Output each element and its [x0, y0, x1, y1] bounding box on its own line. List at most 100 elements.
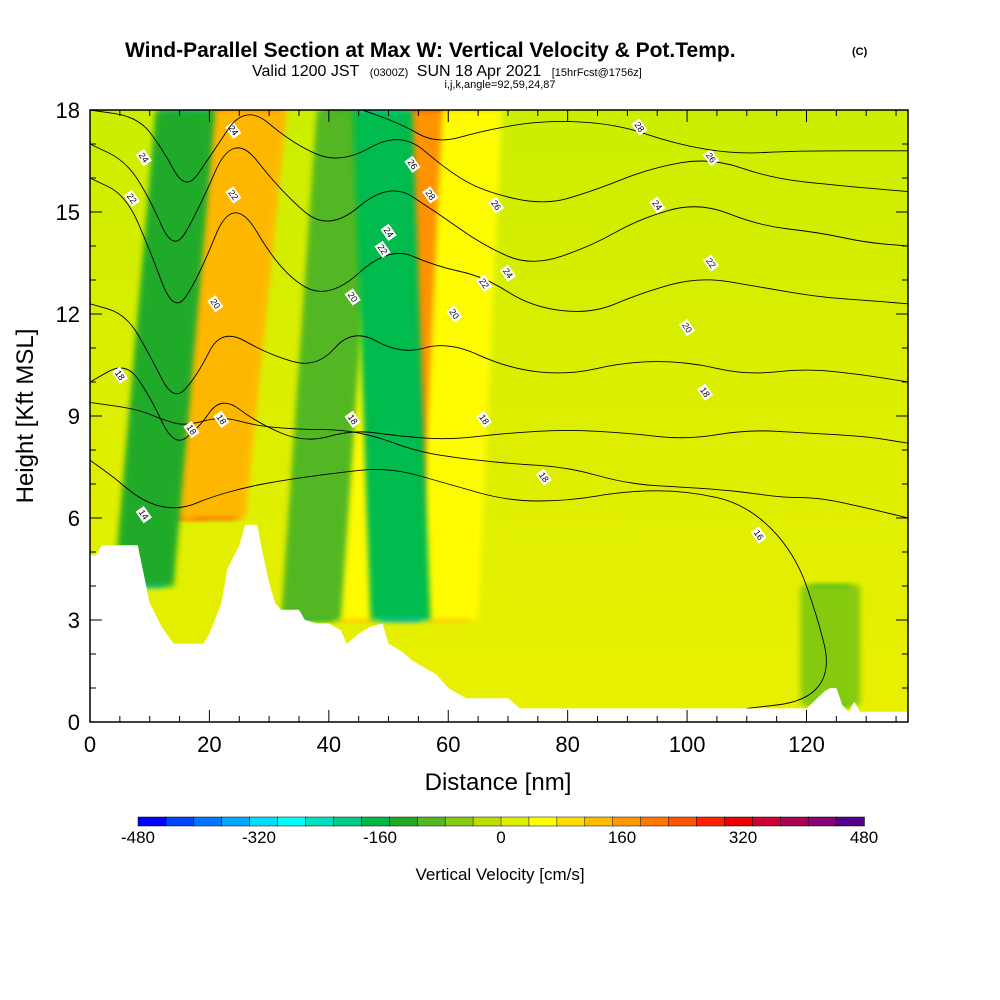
colorbar-swatch-18: [640, 816, 670, 827]
plot-area: 14 16 18 18 18 18 18 18 18 20 20 20 20 22 22 22 22 22 24 24…: [90, 110, 908, 722]
colorbar-swatch-8: [361, 816, 391, 827]
contour-label-22-3: 22: [475, 274, 493, 293]
downdraft-2-layer-2: [352, 110, 431, 620]
colorbar-swatch-7: [333, 816, 363, 827]
contour-label-box: [213, 410, 230, 429]
contour-label-box: [374, 240, 391, 259]
contour-label-box: [404, 155, 421, 174]
colorbar-swatch-20: [696, 816, 726, 827]
contour-label-box: [422, 186, 439, 204]
theta-contour-24: [90, 143, 908, 262]
colorbar-swatch-4: [249, 816, 279, 827]
subtitle-forecast: [15hrFcst@1756z]: [552, 67, 642, 79]
colorbar-swatch-1: [165, 816, 195, 827]
updraft-4-layer-2: [418, 110, 503, 620]
contour-label-text: 24: [650, 198, 664, 212]
colorbar-swatch-19: [668, 816, 698, 827]
colorbar: -480 -320 -160 0 160 320 480: [121, 816, 878, 847]
contour-label-22-4: 22: [702, 254, 720, 272]
theta-contour-18: [90, 367, 908, 444]
colorbar-swatch-17: [612, 816, 642, 827]
contour-label-20-2: 20: [446, 305, 463, 323]
contour-label-24-4: 24: [649, 196, 666, 214]
subtitle-date: SUN 18 Apr 2021: [417, 63, 542, 80]
contour-label-box: [499, 264, 517, 282]
contour-label-24-2: 24: [380, 223, 397, 242]
contour-label-box: [183, 420, 200, 439]
contour-label-text: 22: [477, 276, 491, 290]
subtitle-valid: Valid 1200 JST: [252, 63, 360, 80]
x-tick-label-100: 100: [669, 732, 706, 757]
contour-label-26-0: 26: [404, 155, 421, 174]
contour-label-18-3: 18: [344, 410, 361, 429]
contour-label-text: 26: [405, 157, 419, 171]
colorbar-swatch-10: [416, 816, 446, 827]
y-tick-label-6: 6: [68, 506, 80, 531]
x-tick-label-60: 60: [436, 732, 460, 757]
y-axis-label: Height [Kft MSL]: [12, 329, 39, 504]
x-tick-label-120: 120: [788, 732, 825, 757]
x-axis-label: Distance [nm]: [425, 769, 572, 796]
theta-contour-26: [90, 110, 908, 203]
y-tick-label-18: 18: [56, 98, 80, 123]
x-tick-label-40: 40: [317, 732, 341, 757]
contour-label-28-0: 28: [422, 186, 439, 204]
contour-label-text: 22: [125, 191, 139, 205]
contour-label-text: 26: [489, 198, 503, 212]
contour-label-box: [135, 148, 152, 167]
colorbar-swatch-6: [305, 816, 335, 827]
contour-label-28-1: 28: [631, 118, 648, 136]
colorbar-tick--160: -160: [363, 828, 397, 847]
contour-label-text: 24: [501, 266, 515, 280]
theta-contour-28: [360, 110, 908, 154]
contour-label-text: 26: [704, 151, 718, 165]
contour-label-box: [678, 318, 696, 337]
colorbar-tick--480: -480: [121, 828, 155, 847]
contour-label-text: 18: [346, 412, 360, 426]
contour-label-26-1: 26: [487, 196, 505, 214]
contour-label-22-0: 22: [123, 189, 140, 208]
contour-label-text: 16: [752, 528, 766, 542]
subtitle-utc: (0300Z): [370, 67, 409, 79]
contour-label-20-3: 20: [678, 318, 696, 337]
contour-label-box: [225, 121, 242, 140]
contour-label-18-2: 18: [213, 410, 230, 429]
colorbar-swatch-21: [724, 816, 754, 827]
colorbar-swatch-23: [779, 816, 809, 827]
colorbar-swatch-15: [556, 816, 586, 827]
y-tick-label-15: 15: [56, 200, 80, 225]
contour-label-text: 22: [704, 256, 718, 270]
contour-label-box: [475, 274, 493, 293]
chart-subtitle-indices: i,j,k,angle=92,59,24,87: [444, 79, 555, 91]
contour-label-box: [344, 288, 361, 306]
theta-contour-16: [90, 401, 908, 519]
contour-label-22-1: 22: [225, 186, 242, 204]
downdraft-1-layer-2: [280, 110, 377, 620]
contour-label-text: 20: [346, 290, 360, 304]
contour-label-text: 22: [226, 188, 240, 202]
contour-label-text: 18: [537, 470, 551, 484]
chart-title: Wind-Parallel Section at Max W: Vertical…: [125, 39, 736, 62]
colorbar-swatch-5: [277, 816, 307, 827]
contour-label-box: [135, 505, 152, 524]
contour-label-box: [535, 468, 552, 486]
colorbar-label: Vertical Velocity [cm/s]: [415, 865, 584, 884]
theta-contour-22: [90, 177, 908, 312]
contour-label-box: [631, 118, 648, 136]
terrain-mask: [90, 524, 908, 722]
colorbar-swatch-0: [137, 816, 167, 827]
contour-label-text: 24: [137, 151, 151, 165]
x-tick-label-80: 80: [555, 732, 579, 757]
chart-subtitle: Valid 1200 JST (0300Z) SUN 18 Apr 2021 […: [252, 63, 642, 80]
contour-label-box: [225, 186, 242, 204]
contour-label-text: 18: [185, 423, 199, 437]
contour-label-20-0: 20: [207, 295, 224, 313]
copyright-mark: (C): [852, 46, 868, 58]
y-tick-label-9: 9: [68, 404, 80, 429]
contour-label-box: [123, 189, 140, 208]
contour-label-text: 28: [632, 120, 646, 134]
contour-label-14-0: 14: [135, 505, 152, 524]
contour-label-box: [207, 295, 224, 313]
contour-label-text: 20: [208, 297, 222, 311]
colorbar-swatch-9: [389, 816, 418, 827]
